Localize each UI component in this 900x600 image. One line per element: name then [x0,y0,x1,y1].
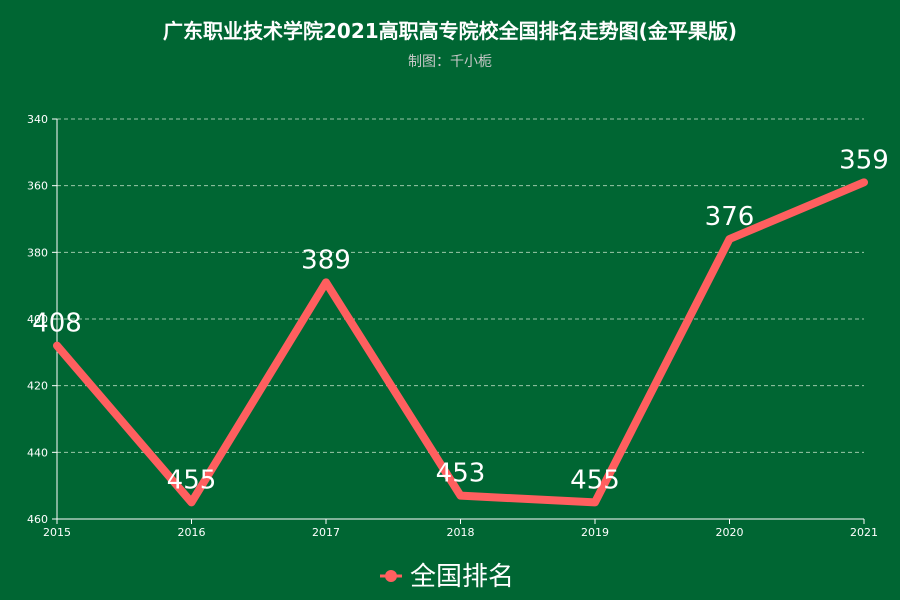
data-labels: 408 455 389 453 455 376 359 [32,145,889,495]
x-tick-label: 2020 [716,526,744,539]
y-tick-labels: 340 360 380 400 420 440 460 [27,113,57,526]
x-tick-label: 2018 [447,526,475,539]
x-tick-label: 2017 [312,526,340,539]
chart-title: 广东职业技术学院2021高职高专院校全国排名走势图(金平果版) [163,19,737,43]
data-point[interactable] [861,179,867,186]
x-tick-label: 2019 [581,526,609,539]
data-label: 376 [705,202,755,232]
data-point[interactable] [323,279,329,286]
grid-lines [57,118,864,453]
y-tick-label: 360 [27,180,48,193]
data-label: 389 [301,245,351,275]
data-point[interactable] [188,499,195,506]
data-point[interactable] [457,492,464,499]
y-tick-label: 440 [27,446,48,459]
y-tick-label: 420 [27,380,48,393]
data-label: 455 [167,465,217,495]
x-tick-label: 2021 [850,526,878,539]
legend-label: 全国排名 [410,562,514,592]
data-point[interactable] [592,499,598,506]
data-label: 453 [436,459,486,489]
y-tick-label: 340 [27,113,48,126]
data-point[interactable] [54,342,60,349]
data-point[interactable] [726,236,733,242]
x-tick-label: 2016 [178,526,206,539]
y-tick-label: 460 [27,513,48,526]
chart-subtitle: 制图：千小栀 [408,54,492,70]
series-layer [53,178,868,507]
y-tick-label: 380 [27,246,48,259]
x-tick-labels: 2015 2016 2017 2018 2019 2020 2021 [43,519,878,539]
legend-dot-icon [385,570,397,582]
data-label: 359 [839,145,889,175]
y-tick-label: 400 [27,313,48,326]
data-label: 408 [32,309,82,339]
legend[interactable]: 全国排名 [380,562,514,592]
x-tick-label: 2015 [43,526,71,539]
data-label: 455 [570,465,620,495]
